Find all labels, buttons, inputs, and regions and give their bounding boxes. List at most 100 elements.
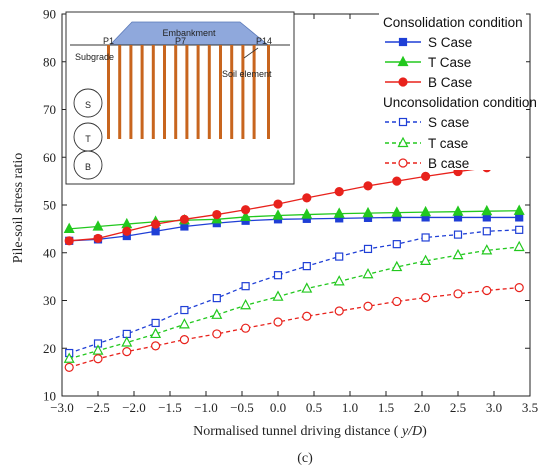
data-point-b-case-unconsolidated: [64, 362, 74, 372]
series-line-s-case-unconsolidated: [68, 229, 520, 354]
data-point-b-case-consolidated: [273, 199, 283, 209]
legend-group-title: Unconsolidation condition: [383, 95, 537, 110]
case-label-t: T: [85, 134, 91, 144]
data-point-t-case-consolidated: [240, 210, 252, 222]
legend-entry-b-case-unconsolidated: B case: [385, 156, 469, 171]
y-tick-label: 20: [43, 341, 56, 356]
data-point-t-case-consolidated: [333, 207, 345, 218]
data-point-t-case-unconsolidated: [452, 248, 464, 260]
data-point-b-case-unconsolidated: [421, 293, 431, 303]
y-tick-label: 40: [43, 245, 56, 260]
data-point-b-case-unconsolidated: [179, 335, 189, 345]
soil-element-label: Soil element: [222, 69, 272, 79]
pile-label-p14: P14: [256, 36, 272, 46]
data-point-t-case-unconsolidated: [333, 275, 345, 286]
x-tick-label: −0.5: [230, 400, 254, 415]
legend-entry-b-case-consolidated: B Case: [385, 75, 472, 90]
legend-marker-b-case-consolidated: [398, 77, 408, 87]
series-b-case-consolidated: [64, 158, 524, 246]
pile-label-p7: P7: [175, 36, 186, 46]
data-point-s-case-consolidated: [151, 227, 160, 236]
legend-entry-t-case-unconsolidated: T case: [385, 136, 468, 151]
data-point-t-case-unconsolidated: [420, 254, 432, 265]
subgrade-label: Subgrade: [75, 52, 114, 62]
y-tick-label: 90: [43, 7, 56, 22]
case-label-b: B: [85, 162, 91, 172]
data-point-b-case-consolidated: [122, 226, 132, 236]
data-point-b-case-consolidated: [392, 176, 402, 186]
x-tick-label: −3.0: [50, 400, 74, 415]
data-point-t-case-unconsolidated: [92, 344, 104, 355]
case-circle-b: [73, 150, 103, 180]
data-point-t-case-unconsolidated: [272, 290, 284, 301]
y-tick-label: 80: [43, 54, 56, 69]
case-label-s: S: [85, 100, 91, 110]
x-tick-label: 0.0: [270, 400, 286, 415]
pile: [185, 45, 189, 139]
data-point-t-case-consolidated: [513, 204, 525, 215]
legend-marker-s-case-consolidated: [398, 37, 408, 47]
data-point-b-case-unconsolidated: [151, 341, 161, 351]
legend-marker-t-case-consolidated: [397, 55, 409, 67]
data-point-t-case-consolidated: [452, 205, 464, 216]
data-point-t-case-unconsolidated: [481, 244, 493, 255]
legend-marker-b-case-unconsolidated: [398, 158, 408, 168]
data-point-t-case-unconsolidated: [63, 352, 75, 363]
data-point-t-case-unconsolidated: [178, 318, 190, 329]
data-point-s-case-unconsolidated: [241, 282, 250, 291]
x-tick-label: −1.0: [194, 400, 218, 415]
series-line-b-case-unconsolidated: [69, 286, 520, 368]
data-point-b-case-unconsolidated: [93, 354, 103, 364]
data-point-t-case-unconsolidated: [513, 240, 525, 252]
series-line-t-case-unconsolidated: [69, 246, 520, 360]
data-point-s-case-unconsolidated: [482, 227, 491, 236]
data-point-s-case-unconsolidated: [363, 244, 373, 254]
data-point-s-case-unconsolidated: [515, 225, 524, 234]
x-tick-label: −2.0: [122, 400, 146, 415]
y-axis-label: Pile-soil stress ratio: [11, 153, 26, 263]
data-point-b-case-consolidated: [93, 233, 103, 244]
data-point-b-case-unconsolidated: [514, 283, 524, 293]
axes: −3.0 −2.5 −2.0 −1.5 −1.0 −0.5 0.0 0.5 1.0 1.5 2.0 2…: [43, 7, 538, 416]
data-point-t-case-unconsolidated: [301, 282, 313, 293]
y-tick-label: 60: [43, 150, 56, 165]
series-b-case-unconsolidated: [64, 283, 524, 372]
pile: [107, 45, 110, 139]
series-line-b-case-consolidated: [69, 162, 520, 242]
legend-entry-s-case-consolidated: S Case: [385, 35, 472, 50]
x-axis-label-text: Normalised tunnel driving distance (: [193, 424, 399, 439]
legend-label-b-case-consolidated: B Case: [428, 75, 472, 90]
pile: [230, 45, 234, 139]
pile: [118, 45, 122, 139]
data-point-b-case-unconsolidated: [212, 329, 222, 339]
soil-element-pointer: [243, 47, 259, 59]
x-tick-label: 0.5: [306, 400, 322, 415]
legend-label-s-case-unconsolidated: S case: [428, 115, 469, 130]
data-point-t-case-consolidated: [63, 222, 75, 233]
series-line-s-case-consolidated: [69, 216, 520, 242]
inset-schematic: Embankment Subgrade P1 P7 P14 Soil eleme…: [65, 11, 295, 185]
series-t-case-unconsolidated: [63, 240, 525, 363]
data-point-t-case-consolidated: [92, 220, 104, 231]
data-point-t-case-consolidated: [362, 206, 374, 218]
data-point-t-case-unconsolidated: [211, 308, 223, 319]
data-point-b-case-consolidated: [64, 236, 74, 246]
data-point-s-case-unconsolidated: [212, 294, 221, 303]
y-tick-label: 10: [43, 389, 56, 404]
x-tick-label: 2.5: [450, 400, 466, 415]
data-point-t-case-unconsolidated: [362, 267, 374, 279]
pile: [267, 45, 270, 139]
legend-label-s-case-consolidated: S Case: [428, 35, 472, 50]
data-point-t-case-unconsolidated: [240, 298, 252, 310]
legend-label-b-case-unconsolidated: B case: [428, 156, 469, 171]
legend-entry-s-case-unconsolidated: S case: [385, 115, 469, 130]
data-point-b-case-consolidated: [363, 181, 373, 191]
pile: [163, 45, 166, 139]
pile: [207, 45, 211, 139]
pile: [252, 45, 256, 139]
data-point-b-case-unconsolidated: [482, 285, 492, 296]
pile: [151, 45, 155, 139]
pile-label-p1: P1: [103, 36, 114, 46]
data-point-b-case-unconsolidated: [273, 317, 283, 327]
